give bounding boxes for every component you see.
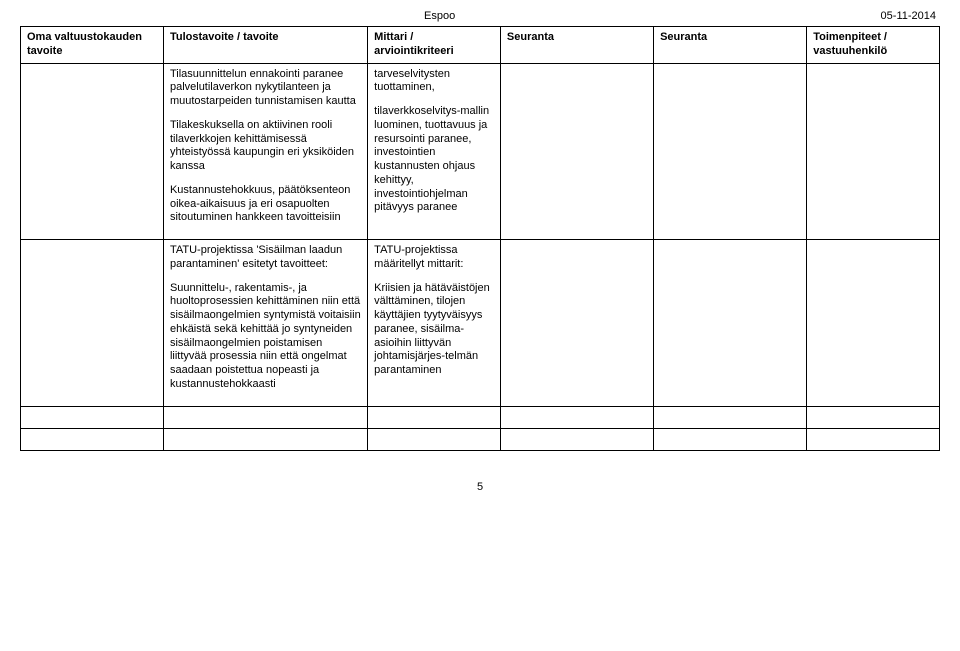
table-row: Tilasuunnittelun ennakointi paranee palv… xyxy=(21,63,940,240)
cell-text: Kustannustehokkuus, päätöksenteon oikea-… xyxy=(170,184,361,225)
col-header-2: Tulostavoite / tavoite xyxy=(163,27,367,64)
cell: Tilasuunnittelun ennakointi paranee palv… xyxy=(163,63,367,240)
cell-text: Tilasuunnittelun ennakointi paranee palv… xyxy=(170,68,361,109)
cell xyxy=(807,428,940,450)
cell xyxy=(163,428,367,450)
cell xyxy=(368,406,501,428)
cell xyxy=(21,240,164,407)
cell: TATU-projektissa 'Sisäilman laadun paran… xyxy=(163,240,367,407)
table-header-row: Oma valtuustokauden tavoite Tulostavoite… xyxy=(21,27,940,64)
cell xyxy=(500,428,653,450)
cell-text: Suunnittelu-, rakentamis-, ja huoltopros… xyxy=(170,282,361,392)
cell: TATU-projektissa määritellyt mittarit: K… xyxy=(368,240,501,407)
cell-text: tilaverkkoselvitys-mallin luominen, tuot… xyxy=(374,105,494,215)
cell xyxy=(500,406,653,428)
table-row: TATU-projektissa 'Sisäilman laadun paran… xyxy=(21,240,940,407)
cell xyxy=(654,240,807,407)
cell-text: tarveselvitysten tuottaminen, xyxy=(374,68,494,96)
cell xyxy=(163,406,367,428)
cell xyxy=(807,406,940,428)
cell xyxy=(654,428,807,450)
cell-text: Tilakeskuksella on aktiivinen rooli tila… xyxy=(170,119,361,174)
cell xyxy=(654,406,807,428)
cell xyxy=(21,406,164,428)
page-number: 5 xyxy=(20,481,940,493)
cell xyxy=(654,63,807,240)
header-city: Espoo xyxy=(424,10,455,22)
table-row-empty xyxy=(21,406,940,428)
cell-text: TATU-projektissa määritellyt mittarit: xyxy=(374,244,494,272)
page-header: Espoo 05-11-2014 xyxy=(20,10,940,22)
col-header-4: Seuranta xyxy=(500,27,653,64)
goals-table: Oma valtuustokauden tavoite Tulostavoite… xyxy=(20,26,940,451)
cell xyxy=(21,428,164,450)
col-header-5: Seuranta xyxy=(654,27,807,64)
cell xyxy=(807,63,940,240)
col-header-3: Mittari / arviointikriteeri xyxy=(368,27,501,64)
header-date: 05-11-2014 xyxy=(881,10,936,22)
cell xyxy=(807,240,940,407)
col-header-1: Oma valtuustokauden tavoite xyxy=(21,27,164,64)
col-header-6: Toimenpiteet / vastuuhenkilö xyxy=(807,27,940,64)
cell xyxy=(368,428,501,450)
cell: tarveselvitysten tuottaminen, tilaverkko… xyxy=(368,63,501,240)
cell-text: TATU-projektissa 'Sisäilman laadun paran… xyxy=(170,244,361,272)
cell-text: Kriisien ja hätäväistöjen välttäminen, t… xyxy=(374,282,494,378)
cell xyxy=(21,63,164,240)
table-row-empty xyxy=(21,428,940,450)
cell xyxy=(500,63,653,240)
cell xyxy=(500,240,653,407)
